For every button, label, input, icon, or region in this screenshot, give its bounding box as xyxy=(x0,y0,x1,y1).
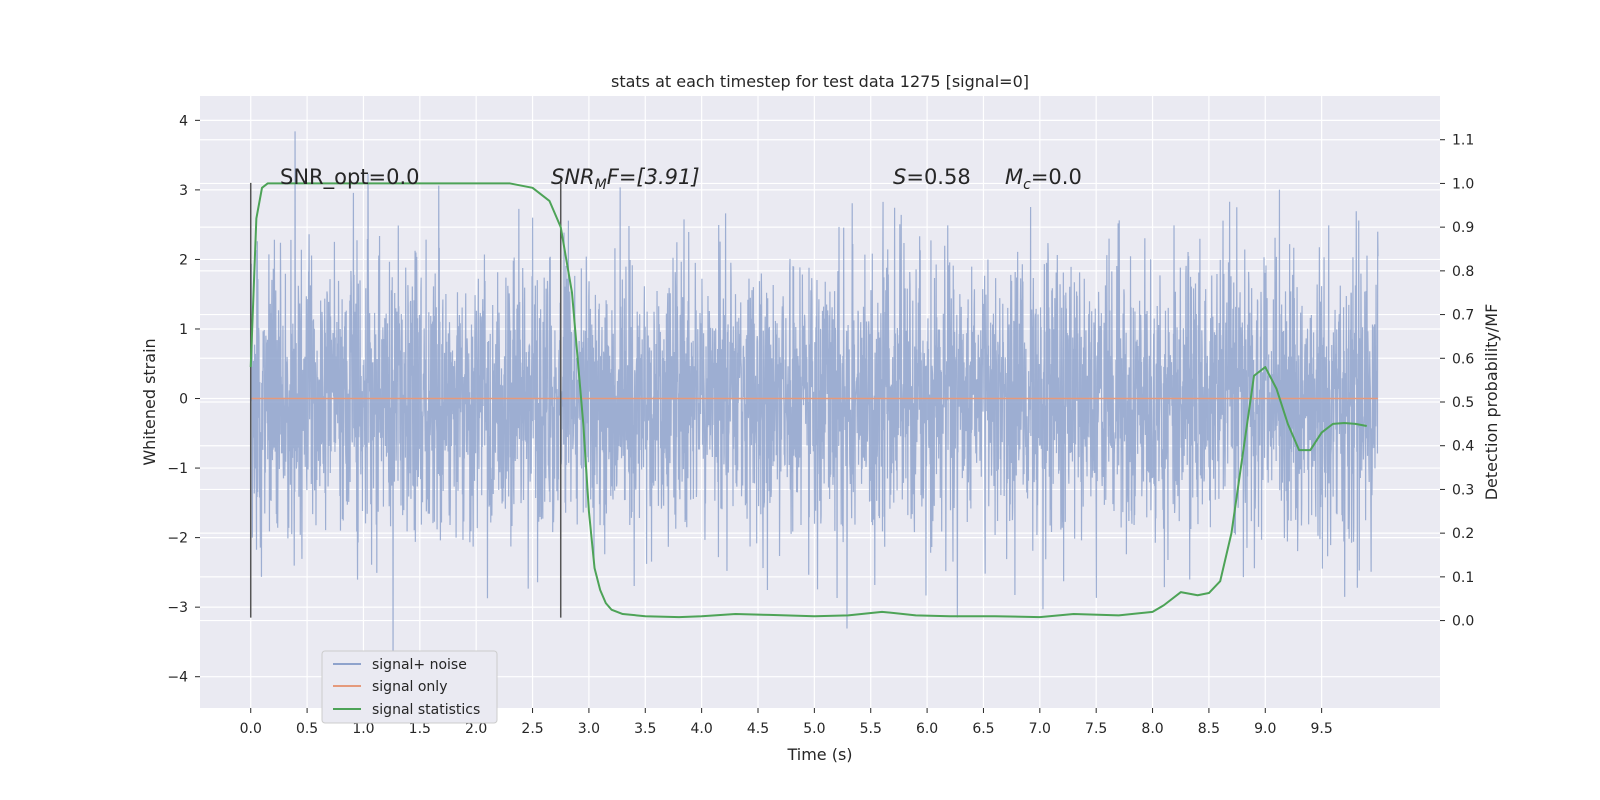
annotation-mc: Mc=0.0 xyxy=(1005,165,1082,193)
x-tick-label-2: 1.0 xyxy=(352,721,374,737)
y2-tick-label-6: 0.5 xyxy=(1452,395,1474,411)
x-tick-label-12: 6.0 xyxy=(916,721,938,737)
legend-label-signal-only: signal only xyxy=(372,679,447,695)
x-tick-label-10: 5.0 xyxy=(803,721,825,737)
x-tick-label-17: 8.5 xyxy=(1198,721,1220,737)
y-tick-label-4: 0 xyxy=(179,392,188,408)
x-tick-label-13: 6.5 xyxy=(972,721,994,737)
y-axis-ticks: 4 3 2 1 0 −1 −2 −3 −4 xyxy=(167,113,200,686)
x-tick-label-4: 2.0 xyxy=(465,721,487,737)
y-axis-label: Whitened strain xyxy=(140,338,159,465)
x-tick-label-5: 2.5 xyxy=(521,721,543,737)
x-tick-label-8: 4.0 xyxy=(691,721,713,737)
x-tick-label-14: 7.0 xyxy=(1029,721,1051,737)
y-tick-label-8: −4 xyxy=(167,670,188,686)
x-tick-label-7: 3.5 xyxy=(634,721,656,737)
series-signal-plus-noise xyxy=(250,131,1379,656)
y-tick-label-2: 2 xyxy=(179,252,188,268)
x-axis-ticks: 0.0 0.5 1.0 1.5 2.0 2.5 3.0 3.5 4.0 4.5 5.0 5.5 6.0 6… xyxy=(240,708,1333,737)
y-tick-label-7: −3 xyxy=(167,600,188,616)
legend: signal+ noise signal only signal statist… xyxy=(321,650,498,724)
annotation-snr-mf: SNRMF=[3.91] xyxy=(551,165,700,193)
y2-tick-label-2: 0.9 xyxy=(1452,220,1474,236)
x-tick-label-11: 5.5 xyxy=(860,721,882,737)
chart-title: stats at each timestep for test data 127… xyxy=(611,72,1029,91)
annotation-s: S=0.58 xyxy=(893,165,971,189)
y2-axis-label: Detection probability/MF xyxy=(1482,304,1501,501)
y-tick-label-0: 4 xyxy=(179,113,188,129)
y-tick-label-1: 3 xyxy=(179,183,188,199)
legend-label-signal-plus-noise: signal+ noise xyxy=(372,657,467,673)
x-tick-label-0: 0.0 xyxy=(240,721,262,737)
x-tick-label-1: 0.5 xyxy=(296,721,318,737)
x-tick-label-6: 3.0 xyxy=(578,721,600,737)
x-axis-label: Time (s) xyxy=(786,745,852,764)
y-tick-label-6: −2 xyxy=(167,531,188,547)
x-tick-label-3: 1.5 xyxy=(409,721,431,737)
y2-tick-label-8: 0.3 xyxy=(1452,482,1474,498)
x-tick-label-18: 9.0 xyxy=(1254,721,1276,737)
legend-box xyxy=(321,650,498,724)
event-markers xyxy=(249,182,562,618)
signal-statistics-line xyxy=(249,182,1367,619)
y2-tick-label-9: 0.2 xyxy=(1452,526,1474,542)
y2-tick-label-0: 1.1 xyxy=(1452,133,1474,149)
y2-tick-label-3: 0.8 xyxy=(1452,264,1474,280)
signal-plus-noise-line xyxy=(250,131,1379,656)
y-tick-label-3: 1 xyxy=(179,322,188,338)
y2-tick-label-10: 0.1 xyxy=(1452,570,1474,586)
x-tick-label-19: 9.5 xyxy=(1311,721,1333,737)
x-tick-label-16: 8.0 xyxy=(1141,721,1163,737)
legend-label-signal-statistics: signal statistics xyxy=(372,702,480,718)
series-signal-statistics xyxy=(249,182,1367,619)
y-tick-label-5: −1 xyxy=(167,461,188,477)
y2-tick-label-7: 0.4 xyxy=(1452,439,1474,455)
y2-tick-label-5: 0.6 xyxy=(1452,351,1474,367)
y2-tick-label-11: 0.0 xyxy=(1452,614,1474,630)
annotation-snr-opt: SNR_opt=0.0 xyxy=(280,165,420,190)
y2-axis-ticks: 1.1 1.0 0.9 0.8 0.7 0.6 0.5 0.4 0.3 0.2 0.1 0.0 xyxy=(1440,133,1474,630)
y2-tick-label-1: 1.0 xyxy=(1452,176,1474,192)
x-tick-label-15: 7.5 xyxy=(1085,721,1107,737)
x-tick-label-9: 4.5 xyxy=(747,721,769,737)
y2-tick-label-4: 0.7 xyxy=(1452,308,1474,324)
